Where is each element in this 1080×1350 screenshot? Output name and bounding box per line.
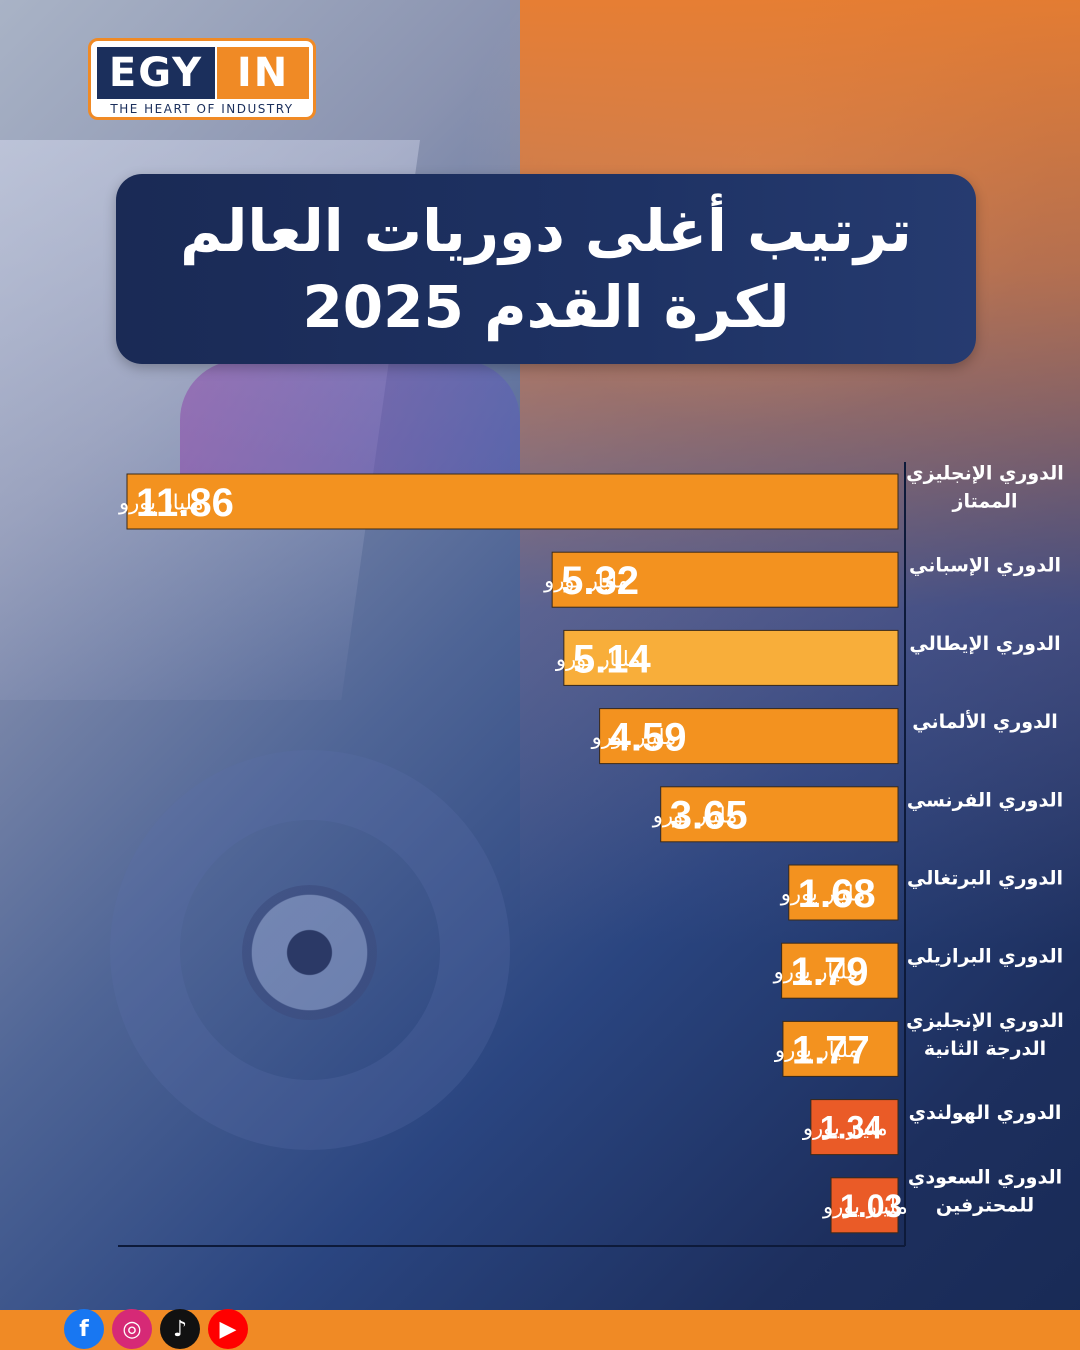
tiktok-icon[interactable]: ♪ [160,1309,200,1349]
title-line-1: ترتيب أغلى دوريات العالم [180,197,912,265]
unit-label: مليار يورو [774,1038,860,1062]
bar [563,629,899,686]
brand-logo: EGY IN THE HEART OF INDUSTRY [88,38,316,120]
brand-egy: EGY [97,47,215,99]
category-label: الدوري الإنجليزي [906,463,1064,486]
category-label: للمحترفين [936,1194,1034,1216]
bar [781,942,899,999]
category-label: الدوري الهولندي [909,1102,1062,1125]
category-label: الدرجة الثانية [924,1038,1046,1060]
unit-label: مليار يورو [652,803,738,827]
title-box: ترتيب أغلى دوريات العالم لكرة القدم 2025 [116,174,976,364]
data-label: 1.79 [791,950,869,994]
instagram-icon[interactable]: ◎ [112,1309,152,1349]
category-label: الدوري البرازيلي [907,946,1063,969]
unit-label: مليار يورو [780,882,866,906]
bar [830,1177,899,1234]
data-label: 1.77 [792,1028,870,1072]
category-label: الممتاز [952,491,1018,513]
data-label: 11.86 [136,481,234,525]
unit-label: مليار يورو [773,960,859,984]
youtube-icon[interactable]: ▶ [208,1309,248,1349]
data-label: 1.03 [840,1188,902,1224]
data-label: 5.14 [573,637,652,681]
bar [660,786,899,843]
data-label: 1.68 [798,872,876,916]
facebook-icon[interactable]: f [64,1309,104,1349]
data-label: 5.32 [561,559,639,603]
category-label: الدوري الإسباني [909,555,1061,578]
brand-tagline: THE HEART OF INDUSTRY [110,102,294,116]
bar [551,551,899,608]
bar [810,1099,899,1156]
unit-label: مليار يورو [118,491,204,515]
unit-label: مليار يورو [822,1194,908,1218]
unit-label: مليار يورو [802,1116,888,1140]
brand-in: IN [217,47,309,99]
bar [126,473,899,530]
unit-label: مليار يورو [555,647,641,671]
bar [782,1020,899,1077]
category-label: الدوري الألماني [912,710,1057,734]
data-label: 4.59 [609,716,687,760]
title-line-2: لكرة القدم 2025 [302,273,790,341]
unit-label: مليار يورو [591,725,677,749]
category-label: الدوري البرتغالي [907,868,1063,891]
category-label: الدوري السعودي [908,1166,1062,1189]
data-label: 1.34 [820,1110,882,1146]
category-label: الدوري الفرنسي [907,789,1063,812]
category-label: الدوري الإيطالي [909,633,1060,656]
unit-label: مليار يورو [543,569,629,593]
data-label: 3.65 [670,794,748,838]
bar [788,864,899,921]
category-label: الدوري الإنجليزي [906,1010,1064,1033]
bar [599,708,899,765]
